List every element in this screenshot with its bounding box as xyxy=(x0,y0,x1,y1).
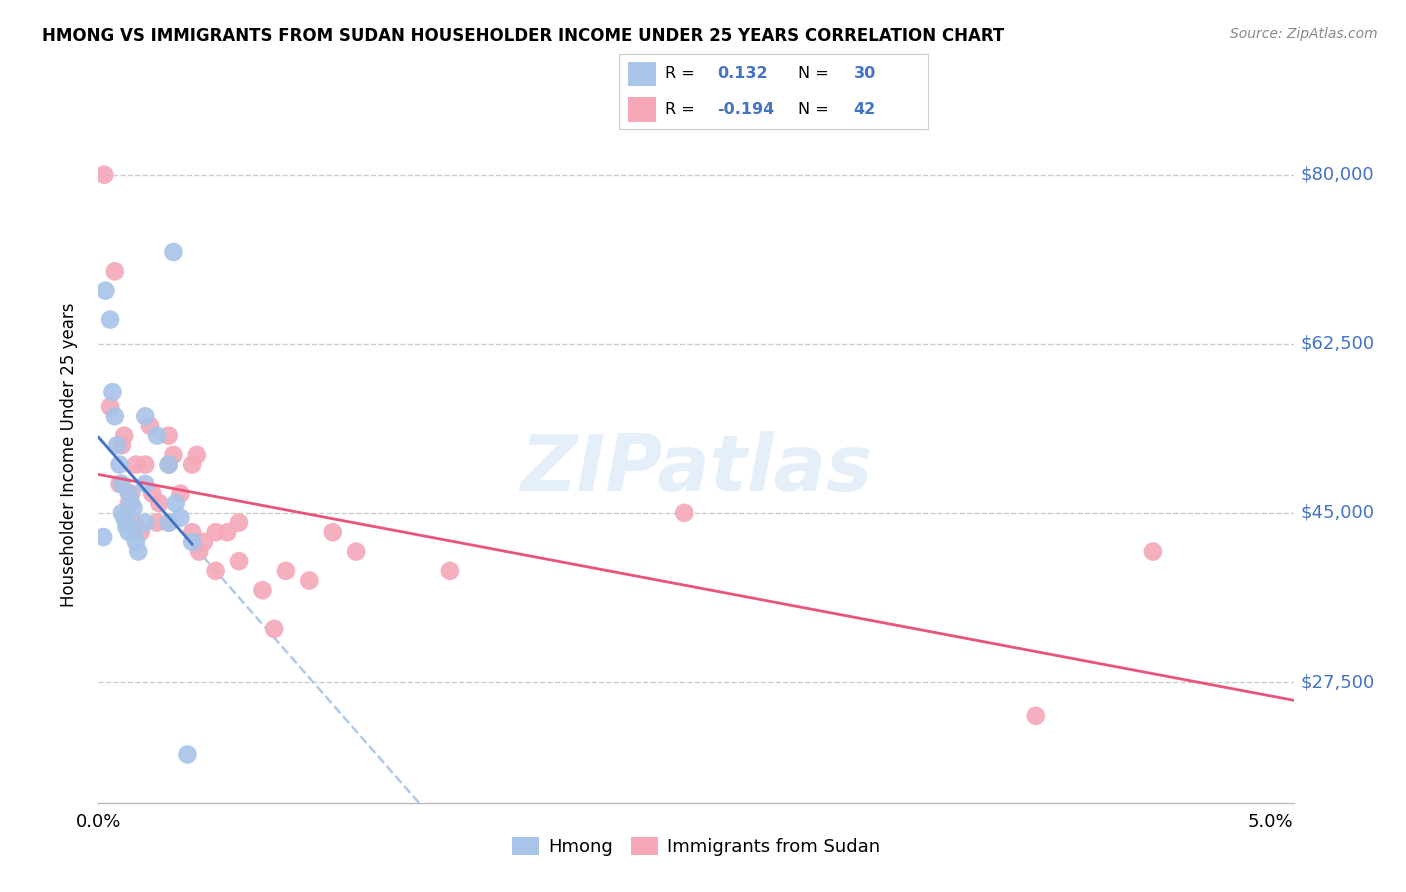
Point xyxy=(101,385,124,400)
Point xyxy=(104,409,127,424)
Point xyxy=(118,525,141,540)
Point xyxy=(122,525,145,540)
Text: $45,000: $45,000 xyxy=(1301,504,1375,522)
Point xyxy=(134,476,156,491)
Point xyxy=(98,312,121,326)
Point xyxy=(344,544,367,558)
Text: N =: N = xyxy=(799,102,834,117)
Point xyxy=(157,458,180,472)
Point xyxy=(125,458,148,472)
Point xyxy=(105,438,128,452)
Point xyxy=(111,438,134,452)
Y-axis label: Householder Income Under 25 years: Householder Income Under 25 years xyxy=(59,302,77,607)
Text: R =: R = xyxy=(665,67,700,81)
Point xyxy=(108,476,131,491)
Point xyxy=(115,516,138,530)
Point xyxy=(94,284,117,298)
Point xyxy=(118,496,141,510)
Text: 30: 30 xyxy=(853,67,876,81)
Point xyxy=(111,506,134,520)
Point xyxy=(120,496,142,510)
Point xyxy=(112,510,135,524)
Point xyxy=(204,564,226,578)
Point xyxy=(141,486,163,500)
Point xyxy=(122,516,145,530)
Point xyxy=(118,486,141,500)
Point xyxy=(274,564,297,578)
Text: N =: N = xyxy=(799,67,834,81)
Point xyxy=(134,458,156,472)
Text: $62,500: $62,500 xyxy=(1301,334,1375,353)
Point xyxy=(228,554,250,568)
Point xyxy=(193,535,215,549)
Point xyxy=(146,516,169,530)
Point xyxy=(157,516,180,530)
Point xyxy=(252,583,274,598)
Point xyxy=(228,516,250,530)
Point xyxy=(127,544,149,558)
Point xyxy=(134,409,156,424)
Point xyxy=(204,525,226,540)
Point xyxy=(157,428,180,442)
Point xyxy=(186,448,208,462)
Text: $27,500: $27,500 xyxy=(1301,673,1375,691)
Point xyxy=(157,516,180,530)
Text: $80,000: $80,000 xyxy=(1301,166,1374,184)
Text: ZIPatlas: ZIPatlas xyxy=(520,431,872,507)
Point xyxy=(129,525,152,540)
Point xyxy=(1025,708,1047,723)
Point xyxy=(104,264,127,278)
Point xyxy=(108,458,131,472)
Point xyxy=(134,516,156,530)
Point xyxy=(162,244,184,259)
Text: R =: R = xyxy=(665,102,700,117)
Text: Source: ZipAtlas.com: Source: ZipAtlas.com xyxy=(1230,27,1378,41)
Point xyxy=(169,510,191,524)
Point xyxy=(1142,544,1164,558)
Point xyxy=(162,448,184,462)
Point xyxy=(188,544,211,558)
Point xyxy=(181,535,204,549)
Point xyxy=(157,458,180,472)
Point xyxy=(98,400,121,414)
FancyBboxPatch shape xyxy=(628,62,655,87)
Point xyxy=(122,501,145,516)
Point xyxy=(125,535,148,549)
Point xyxy=(298,574,321,588)
Point xyxy=(263,622,285,636)
Point xyxy=(439,564,461,578)
Point xyxy=(322,525,344,540)
Point xyxy=(112,428,135,442)
Point xyxy=(93,168,115,182)
Point xyxy=(673,506,696,520)
Point xyxy=(181,458,204,472)
Text: 42: 42 xyxy=(853,102,876,117)
Point xyxy=(181,525,204,540)
Text: -0.194: -0.194 xyxy=(717,102,775,117)
Point xyxy=(111,476,134,491)
Point xyxy=(146,428,169,442)
Point xyxy=(217,525,239,540)
Text: 0.132: 0.132 xyxy=(717,67,768,81)
FancyBboxPatch shape xyxy=(628,97,655,122)
Legend: Hmong, Immigrants from Sudan: Hmong, Immigrants from Sudan xyxy=(505,830,887,863)
Point xyxy=(139,419,162,434)
Point xyxy=(91,530,114,544)
Text: HMONG VS IMMIGRANTS FROM SUDAN HOUSEHOLDER INCOME UNDER 25 YEARS CORRELATION CHA: HMONG VS IMMIGRANTS FROM SUDAN HOUSEHOLD… xyxy=(42,27,1004,45)
Point xyxy=(120,486,142,500)
Point xyxy=(176,747,198,762)
Point xyxy=(115,520,138,534)
Point xyxy=(115,516,138,530)
Point xyxy=(148,496,170,510)
Point xyxy=(165,496,187,510)
Point xyxy=(169,486,191,500)
